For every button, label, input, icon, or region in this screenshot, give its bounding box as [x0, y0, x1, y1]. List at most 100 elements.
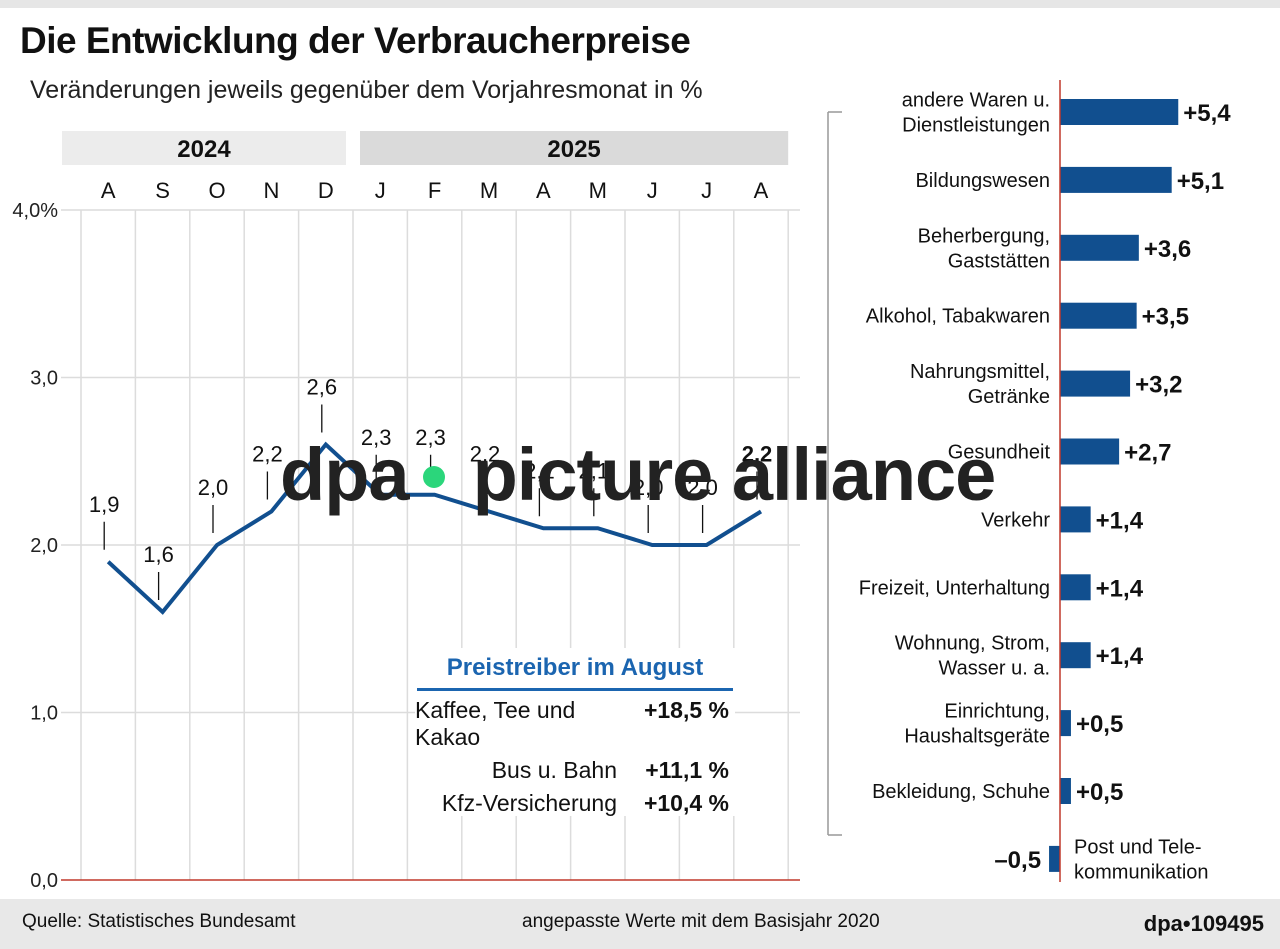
bar-category-label: kommunikation: [1074, 861, 1209, 883]
bar-category-label: Getränke: [968, 386, 1050, 408]
bar-value-label: +2,7: [1124, 440, 1171, 467]
x-tick-label: A: [536, 178, 551, 203]
data-label: 2,2: [470, 442, 501, 467]
bar-category-label: Beherbergung,: [918, 225, 1050, 247]
bar-category-label: andere Waren u.: [902, 90, 1050, 112]
bar-category-label: Haushaltsgeräte: [904, 726, 1050, 748]
year-band: [360, 131, 789, 165]
bar-value-label: +0,5: [1076, 779, 1123, 806]
watermark-picture-alliance: picture alliance: [472, 433, 997, 516]
bar-category-label: Bildungswesen: [915, 170, 1050, 192]
y-tick-label: 3,0: [30, 368, 58, 390]
bar: [1060, 710, 1071, 737]
bar: [1060, 574, 1091, 601]
bar-value-label: +1,4: [1096, 507, 1144, 534]
bar: [1060, 778, 1071, 804]
bar: [1060, 234, 1139, 261]
y-tick-label: 1,0: [30, 703, 58, 725]
bar-category-label: Post und Tele-: [1074, 836, 1202, 858]
y-tick-label: 2,0: [30, 535, 58, 557]
x-tick-label: J: [647, 178, 658, 203]
bar-category-label: Nahrungsmittel,: [910, 361, 1050, 383]
year-band: [62, 131, 346, 165]
top-bar: [0, 0, 1280, 8]
bar-category-label: Freizeit, Unterhaltung: [859, 577, 1050, 599]
bar-value-label: –0,5: [994, 847, 1041, 874]
callout-value: +10,4 %: [643, 790, 729, 816]
callout-title: Preistreiber im August: [417, 648, 733, 691]
x-tick-label: F: [428, 178, 441, 203]
bar-category-label: Gaststätten: [948, 250, 1050, 272]
x-tick-label: J: [701, 178, 712, 203]
year-label: 2024: [177, 136, 231, 163]
x-tick-label: O: [208, 178, 225, 203]
data-label: 2,1: [579, 458, 610, 483]
year-label: 2025: [547, 136, 600, 163]
callout-box: Preistreiber im August Kaffee, Tee und K…: [415, 648, 735, 816]
x-tick-label: M: [589, 178, 607, 203]
data-label: 2,2: [742, 442, 773, 467]
bar-category-label: Wasser u. a.: [938, 658, 1050, 680]
bar: [1060, 370, 1131, 397]
bar-value-label: +1,4: [1096, 575, 1144, 602]
y-tick-label: 4,0%: [12, 200, 58, 222]
x-tick-label: D: [318, 178, 334, 203]
data-label: 2,6: [307, 375, 338, 400]
callout-label: Kaffee, Tee und Kakao: [415, 697, 576, 750]
bar-category-label: Bekleidung, Schuhe: [872, 781, 1050, 803]
bar-category-label: Dienstleistungen: [902, 115, 1050, 137]
chart-subtitle: Veränderungen jeweils gegenüber dem Vorj…: [30, 76, 703, 104]
callout-value: +18,5 %: [643, 697, 729, 723]
x-tick-label: M: [480, 178, 498, 203]
callout-row: Kfz-Versicherung +10,4 %: [415, 790, 735, 817]
bar-category-label: Alkohol, Tabakwaren: [866, 306, 1050, 328]
bar-value-label: +3,5: [1142, 304, 1189, 331]
x-tick-label: A: [754, 178, 769, 203]
data-label: 2,0: [633, 475, 664, 500]
footer: Quelle: Statistisches Bundesamt angepass…: [0, 899, 1280, 949]
data-label: 2,3: [415, 425, 446, 450]
data-label: 2,1: [524, 458, 555, 483]
bar: [1060, 506, 1091, 533]
watermark: dpa picture alliance: [280, 432, 997, 517]
source-text: Quelle: Statistisches Bundesamt: [22, 911, 296, 932]
y-tick-label: 0,0: [30, 870, 58, 892]
watermark-dot-icon: [422, 466, 445, 489]
bar: [1060, 166, 1172, 193]
bar-value-label: +3,2: [1135, 372, 1182, 399]
bar: [1060, 438, 1120, 465]
bar: [1049, 845, 1060, 872]
callout-row: Kaffee, Tee und Kakao +18,5 %: [415, 697, 735, 751]
x-tick-label: A: [101, 178, 116, 203]
bar-value-label: +0,5: [1076, 711, 1123, 738]
footer-note: angepasste Werte mit dem Basisjahr 2020: [522, 911, 880, 932]
x-tick-label: N: [263, 178, 279, 203]
x-tick-label: J: [375, 178, 386, 203]
bar-category-label: Verkehr: [981, 509, 1050, 531]
bar-value-label: +5,1: [1177, 168, 1224, 195]
bar: [1060, 99, 1179, 125]
chart-title: Die Entwicklung der Verbraucherpreise: [20, 20, 691, 61]
graphic-id: dpa•109495: [1143, 911, 1264, 936]
data-label: 2,0: [687, 475, 718, 500]
callout-value: +11,1 %: [645, 757, 729, 783]
x-tick-label: S: [155, 178, 170, 203]
bar-value-label: +5,4: [1183, 100, 1231, 127]
watermark-dpa: dpa: [280, 433, 410, 516]
data-label: 2,3: [361, 425, 392, 450]
bar-category-label: Einrichtung,: [944, 701, 1050, 723]
data-label: 1,6: [143, 542, 174, 567]
bar-category-label: Gesundheit: [948, 442, 1051, 464]
bar-value-label: +1,4: [1096, 643, 1144, 670]
bar: [1060, 642, 1091, 669]
data-label: 2,0: [198, 475, 229, 500]
callout-label: Kfz-Versicherung: [441, 790, 617, 816]
data-label: 1,9: [89, 492, 120, 517]
data-label: 2,2: [252, 442, 283, 467]
bar-value-label: +3,6: [1144, 236, 1191, 263]
callout-label: Bus u. Bahn: [491, 757, 617, 783]
bar: [1060, 302, 1137, 329]
bar-category-label: Wohnung, Strom,: [895, 633, 1050, 655]
callout-row: Bus u. Bahn +11,1 %: [415, 757, 735, 784]
